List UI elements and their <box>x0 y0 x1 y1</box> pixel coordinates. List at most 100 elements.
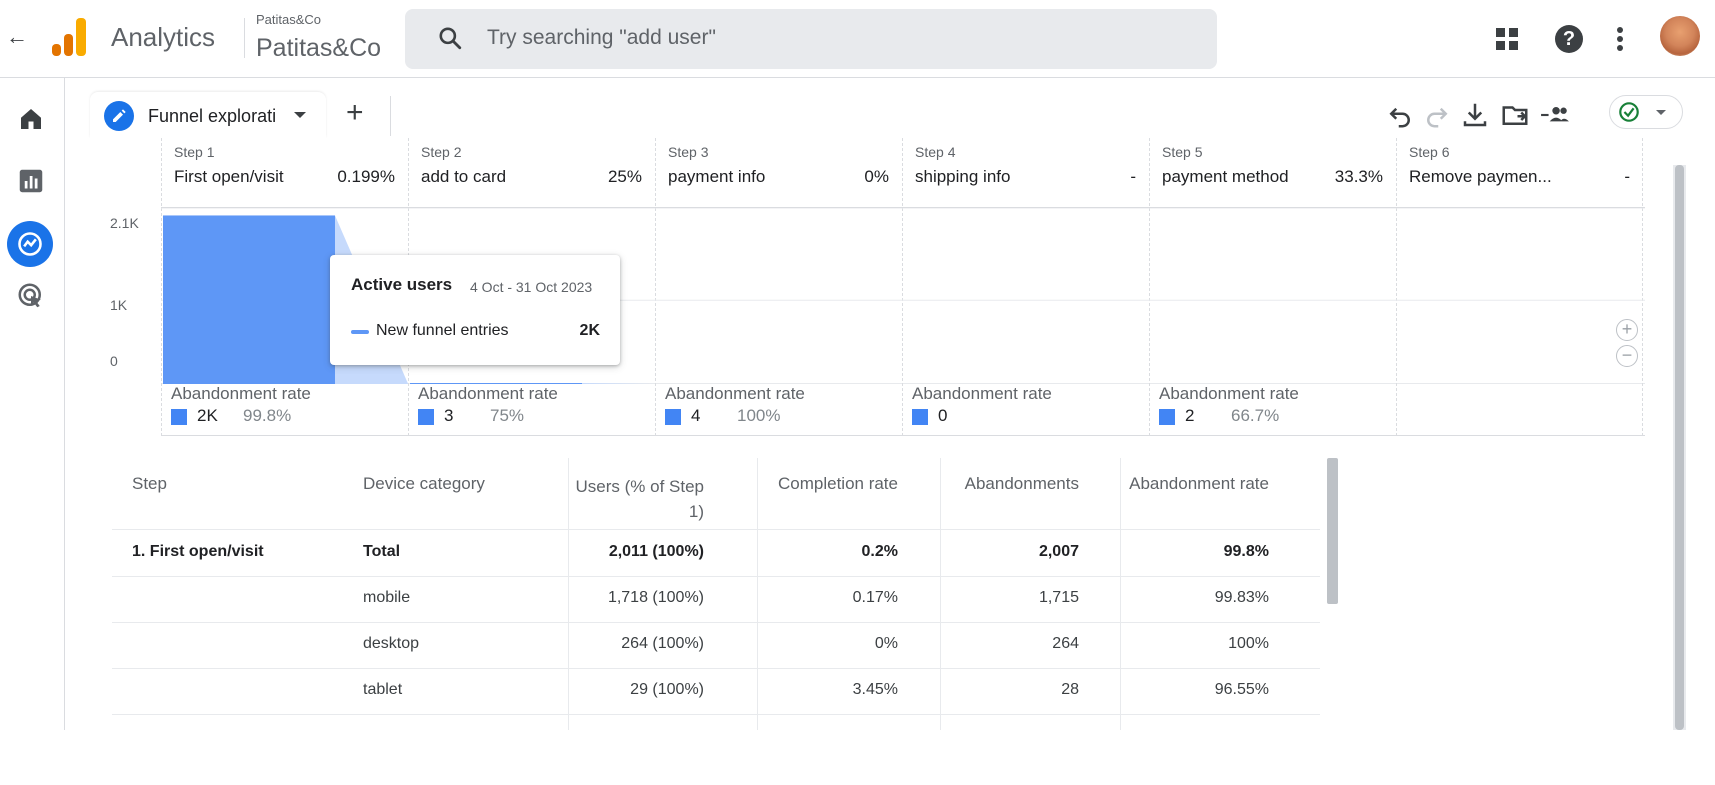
abandonment-block-4[interactable]: Abandonment rate 0 <box>902 384 1149 436</box>
column-divider <box>757 458 758 730</box>
tooltip-dates: 4 Oct - 31 Oct 2023 <box>470 279 593 295</box>
search-bar[interactable]: Try searching "add user" <box>405 9 1217 69</box>
row-divider <box>112 622 1320 623</box>
step-header-2[interactable]: Step 2 add to card 25% <box>408 138 655 208</box>
undo-icon[interactable] <box>1385 100 1415 130</box>
column-gridline <box>161 138 162 436</box>
status-dropdown[interactable] <box>1609 95 1683 129</box>
funnel-bar-step-2[interactable] <box>410 383 582 384</box>
download-icon[interactable] <box>1460 100 1490 130</box>
cell-abandonment-rate: 99.8% <box>1223 543 1269 560</box>
column-divider <box>940 458 941 730</box>
zoom-out-icon[interactable]: − <box>1616 345 1638 367</box>
step-number: Step 4 <box>915 144 956 160</box>
account-name[interactable]: Patitas&Co <box>256 12 322 27</box>
cell-completion: 3.45% <box>852 681 898 698</box>
col-header-abandonment-rate[interactable]: Abandonment rate <box>1129 474 1269 493</box>
column-gridline <box>655 138 656 436</box>
home-icon[interactable] <box>16 104 46 134</box>
legend-swatch <box>418 409 434 425</box>
column-gridline <box>1149 138 1150 436</box>
property-name[interactable]: Patitas&Co <box>256 34 382 62</box>
advertising-icon[interactable] <box>16 281 46 311</box>
y-tick-label: 0 <box>110 353 118 369</box>
app-name[interactable]: Analytics <box>111 22 216 52</box>
tab-dropdown-icon[interactable] <box>294 112 306 118</box>
step-header-1[interactable]: Step 1 First open/visit 0.199% <box>161 138 408 208</box>
back-arrow-icon[interactable]: ← <box>6 24 28 49</box>
chart-tooltip: Active users 4 Oct - 31 Oct 2023 New fun… <box>330 255 620 365</box>
abandonment-label: Abandonment rate <box>665 384 805 403</box>
zoom-in-icon[interactable]: + <box>1616 319 1638 341</box>
explore-nav-button[interactable] <box>7 221 53 267</box>
step-name: shipping info <box>915 167 1011 186</box>
column-gridline <box>1396 138 1397 436</box>
step-header-6[interactable]: Step 6 Remove paymen... - <box>1396 138 1643 208</box>
left-nav <box>0 78 65 730</box>
search-icon <box>439 27 462 50</box>
step-completion-pct: 33.3% <box>1334 167 1383 186</box>
step-number: Step 2 <box>421 144 462 160</box>
abandonment-rate: 100% <box>737 406 781 425</box>
step-completion-pct: 0.199% <box>337 167 395 186</box>
cell-abandonments: 1,715 <box>1038 589 1079 606</box>
scrollbar-thumb[interactable] <box>1675 165 1684 730</box>
tab-funnel-exploration[interactable]: Funnel explorati <box>90 92 326 138</box>
footer-divider <box>161 435 1645 436</box>
analytics-logo-icon[interactable] <box>52 18 86 56</box>
col-header-users[interactable]: Users (% of Step 1) <box>575 477 705 521</box>
step-completion-pct: 0% <box>864 167 889 186</box>
step-header-3[interactable]: Step 3 payment info 0% <box>655 138 902 208</box>
abandonment-count: 2 <box>1185 406 1195 425</box>
abandonment-label: Abandonment rate <box>418 384 558 403</box>
abandonment-block-1[interactable]: Abandonment rate 2K 99.8% <box>161 384 408 436</box>
funnel-bar-step-1[interactable] <box>163 215 335 384</box>
y-tick-label: 1K <box>110 297 128 313</box>
abandonment-count: 2K <box>197 406 218 425</box>
step-header-4[interactable]: Step 4 shipping info - <box>902 138 1149 208</box>
add-tab-icon[interactable]: + <box>346 96 364 129</box>
vertical-scrollbar[interactable] <box>1673 165 1686 730</box>
cell-users: 1,718 (100%) <box>607 589 704 606</box>
abandonment-block-2[interactable]: Abandonment rate 3 75% <box>408 384 655 436</box>
col-header-abandonments[interactable]: Abandonments <box>964 474 1079 493</box>
column-gridline <box>1642 138 1643 436</box>
abandonment-rate: 66.7% <box>1231 406 1280 425</box>
abandonment-label: Abandonment rate <box>1159 384 1299 403</box>
cell-completion: 0.2% <box>861 543 898 560</box>
y-tick-label: 2.1K <box>110 215 139 231</box>
more-vert-icon[interactable] <box>1615 26 1625 52</box>
cell-device: Total <box>363 543 401 560</box>
col-header-completion[interactable]: Completion rate <box>777 474 898 493</box>
cell-completion: 0% <box>874 635 898 652</box>
row-divider <box>112 576 1320 577</box>
avatar[interactable] <box>1660 16 1700 56</box>
reports-icon[interactable] <box>16 166 46 196</box>
legend-swatch <box>171 409 187 425</box>
tooltip-title: Active users <box>351 275 453 294</box>
tab-label: Funnel explorati <box>148 106 277 126</box>
legend-swatch <box>665 409 681 425</box>
cell-abandonment-rate: 96.55% <box>1214 681 1269 698</box>
abandonment-block-3[interactable]: Abandonment rate 4 100% <box>655 384 902 436</box>
export-folder-icon[interactable] <box>1500 100 1530 130</box>
help-icon[interactable]: ? <box>1555 25 1583 53</box>
chart-baseline <box>161 383 1645 384</box>
step-completion-pct: - <box>1130 167 1136 186</box>
step-name: payment info <box>668 167 766 186</box>
step-number: Step 3 <box>668 144 709 160</box>
abandonment-block-5[interactable]: Abandonment rate 2 66.7% <box>1149 384 1396 436</box>
col-header-step[interactable]: Step <box>132 474 167 493</box>
tooltip-series-value: 2K <box>579 322 600 339</box>
step-number: Step 1 <box>174 144 215 160</box>
cell-abandonments: 264 <box>1052 635 1079 652</box>
abandonment-rate: 99.8% <box>243 406 292 425</box>
col-header-device[interactable]: Device category <box>363 474 485 493</box>
search-placeholder: Try searching "add user" <box>487 26 716 49</box>
step-header-5[interactable]: Step 5 payment method 33.3% <box>1149 138 1396 208</box>
apps-grid-icon[interactable] <box>1495 27 1519 51</box>
redo-icon[interactable] <box>1422 100 1452 130</box>
share-users-icon[interactable] <box>1540 100 1570 130</box>
cell-users: 2,011 (100%) <box>608 543 704 560</box>
table-scrollbar[interactable] <box>1327 458 1338 604</box>
